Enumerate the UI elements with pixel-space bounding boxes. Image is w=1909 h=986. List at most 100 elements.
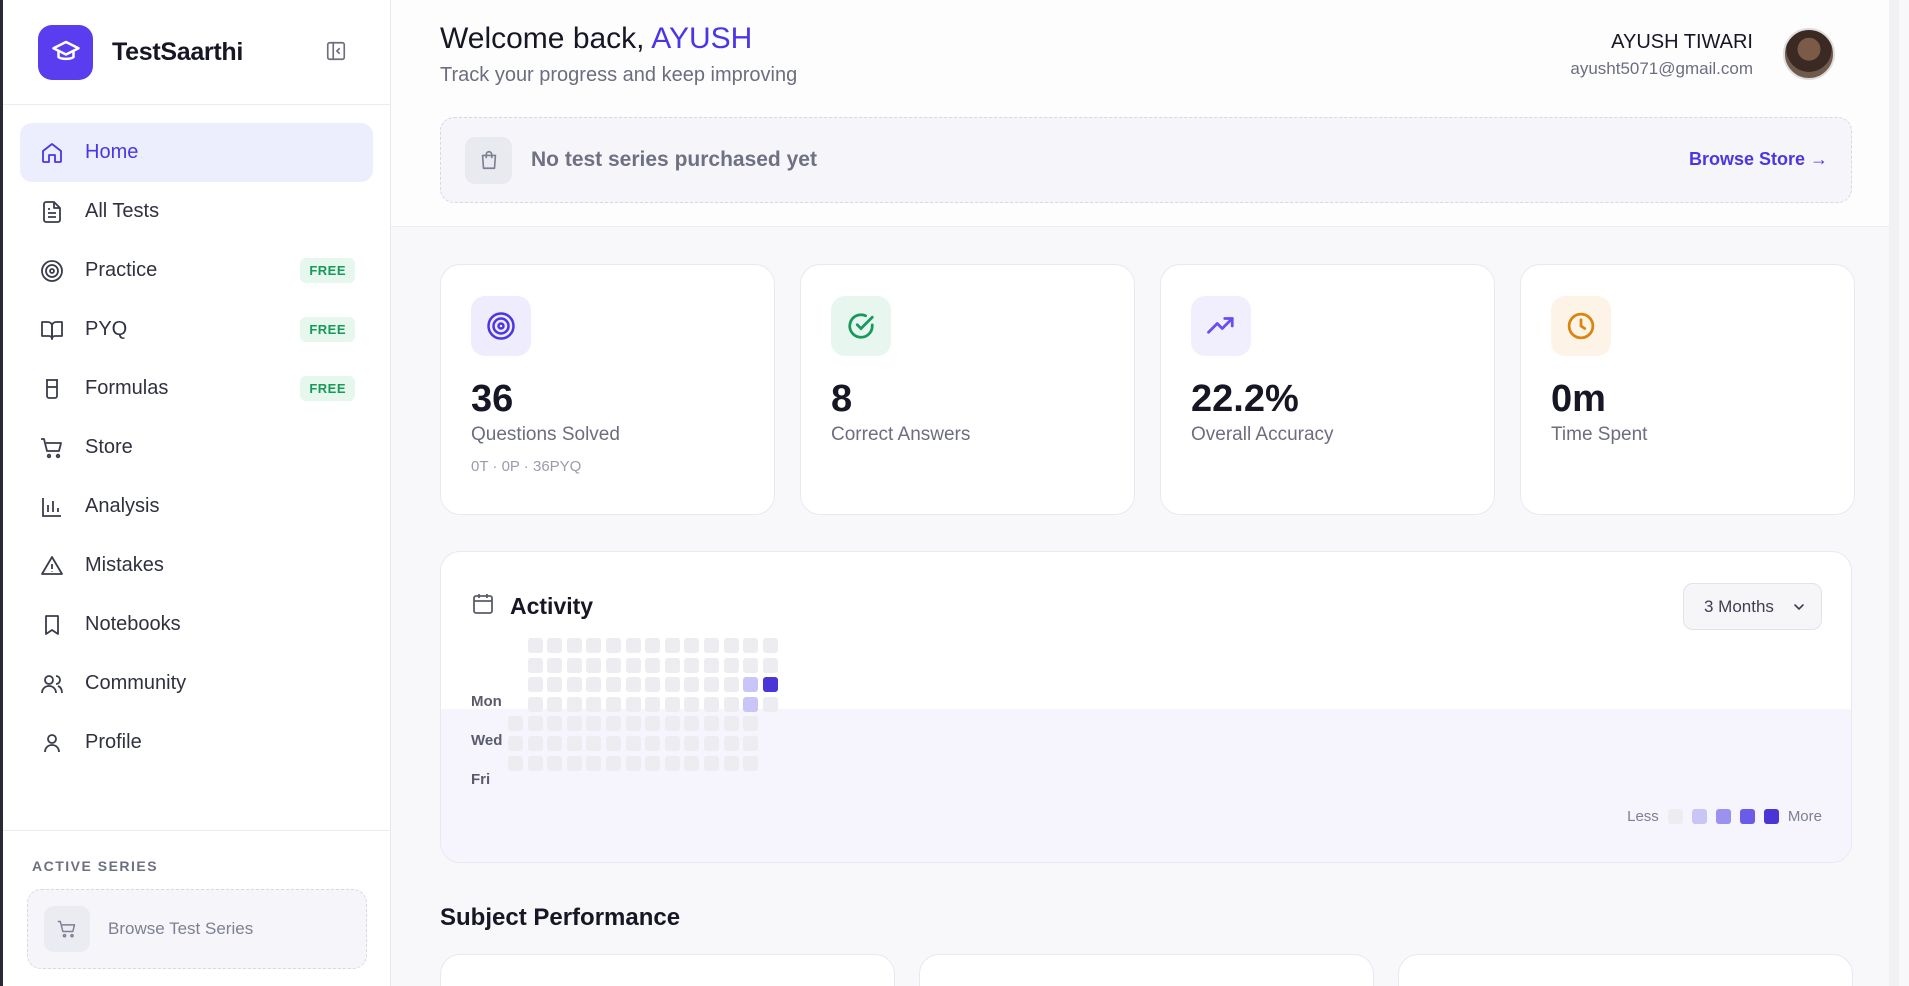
sidebar-item-store[interactable]: Store (20, 418, 373, 477)
heatmap-cell[interactable] (527, 677, 543, 693)
heatmap-cell[interactable] (743, 696, 759, 712)
scrollbar[interactable] (1889, 0, 1899, 986)
heatmap-cell[interactable] (508, 736, 523, 751)
heatmap-cell[interactable] (625, 696, 641, 712)
heatmap-cell[interactable] (527, 638, 543, 653)
sidebar-item-profile[interactable]: Profile (20, 713, 373, 772)
heatmap-cell[interactable] (566, 716, 582, 732)
heatmap-cell[interactable] (664, 736, 680, 751)
heatmap-cell[interactable] (625, 716, 641, 732)
heatmap-cell[interactable] (566, 657, 582, 673)
sidebar-item-all-tests[interactable]: All Tests (20, 182, 373, 241)
heatmap-cell[interactable] (684, 755, 700, 771)
heatmap-cell[interactable] (743, 677, 759, 693)
sidebar-item-formulas[interactable]: Formulas FREE (20, 359, 373, 418)
heatmap-cell[interactable] (645, 716, 661, 732)
heatmap-cell[interactable] (625, 657, 641, 673)
heatmap-cell[interactable] (684, 677, 700, 693)
heatmap-cell[interactable] (547, 677, 563, 693)
browse-test-series-button[interactable]: Browse Test Series (27, 889, 367, 969)
heatmap-cell[interactable] (606, 677, 621, 693)
heatmap-cell[interactable] (586, 677, 602, 693)
heatmap-cell[interactable] (704, 696, 719, 712)
heatmap-cell[interactable] (704, 716, 719, 732)
heatmap-cell[interactable] (606, 696, 621, 712)
heatmap-cell[interactable] (625, 677, 641, 693)
heatmap-cell[interactable] (527, 657, 543, 673)
heatmap-cell[interactable] (547, 755, 563, 771)
heatmap-cell[interactable] (684, 736, 700, 751)
heatmap-cell[interactable] (762, 677, 778, 693)
sidebar-item-pyq[interactable]: PYQ FREE (20, 300, 373, 359)
heatmap-cell[interactable] (566, 677, 582, 693)
heatmap-cell[interactable] (606, 716, 621, 732)
heatmap-cell[interactable] (586, 736, 602, 751)
heatmap-cell[interactable] (762, 696, 778, 712)
heatmap-cell[interactable] (762, 638, 778, 653)
heatmap-cell[interactable] (527, 736, 543, 751)
heatmap-cell[interactable] (645, 638, 661, 653)
heatmap-cell[interactable] (606, 755, 621, 771)
heatmap-cell[interactable] (508, 755, 523, 771)
heatmap-cell[interactable] (704, 755, 719, 771)
heatmap-cell[interactable] (566, 638, 582, 653)
heatmap-cell[interactable] (586, 638, 602, 653)
browse-store-link[interactable]: Browse Store → (1688, 149, 1828, 169)
heatmap-cell[interactable] (645, 755, 661, 771)
heatmap-cell[interactable] (743, 755, 759, 771)
heatmap-cell[interactable] (762, 657, 778, 673)
heatmap-cell[interactable] (684, 696, 700, 712)
sidebar-item-community[interactable]: Community (20, 654, 373, 713)
heatmap-cell[interactable] (664, 677, 680, 693)
heatmap-cell[interactable] (723, 736, 739, 751)
heatmap-cell[interactable] (508, 716, 523, 732)
heatmap-cell[interactable] (723, 677, 739, 693)
heatmap-cell[interactable] (606, 736, 621, 751)
heatmap-cell[interactable] (606, 657, 621, 673)
heatmap-cell[interactable] (527, 696, 543, 712)
sidebar-item-notebooks[interactable]: Notebooks (20, 595, 373, 654)
heatmap-cell[interactable] (704, 638, 719, 653)
heatmap-cell[interactable] (743, 736, 759, 751)
heatmap-cell[interactable] (723, 696, 739, 712)
sidebar-item-practice[interactable]: Practice FREE (20, 241, 373, 300)
heatmap-cell[interactable] (645, 696, 661, 712)
avatar[interactable] (1783, 28, 1835, 80)
graduation-cap-icon[interactable] (38, 24, 93, 80)
heatmap-cell[interactable] (723, 755, 739, 771)
heatmap-cell[interactable] (527, 755, 543, 771)
sidebar-item-home[interactable]: Home (20, 123, 373, 182)
sidebar-item-analysis[interactable]: Analysis (20, 477, 373, 536)
heatmap-cell[interactable] (704, 736, 719, 751)
heatmap-cell[interactable] (645, 677, 661, 693)
heatmap-cell[interactable] (723, 716, 739, 732)
heatmap-cell[interactable] (664, 696, 680, 712)
heatmap-cell[interactable] (723, 657, 739, 673)
heatmap-cell[interactable] (743, 657, 759, 673)
collapse-sidebar-icon[interactable] (321, 36, 351, 66)
heatmap-cell[interactable] (664, 755, 680, 771)
heatmap-cell[interactable] (743, 716, 759, 732)
heatmap-cell[interactable] (566, 755, 582, 771)
heatmap-cell[interactable] (664, 716, 680, 732)
activity-range-select[interactable]: 3 Months (1683, 583, 1822, 630)
heatmap-cell[interactable] (625, 755, 641, 771)
heatmap-cell[interactable] (684, 638, 700, 653)
heatmap-cell[interactable] (743, 638, 759, 653)
heatmap-cell[interactable] (547, 716, 563, 732)
heatmap-cell[interactable] (625, 736, 641, 751)
heatmap-cell[interactable] (664, 657, 680, 673)
heatmap-cell[interactable] (566, 736, 582, 751)
heatmap-cell[interactable] (547, 736, 563, 751)
heatmap-cell[interactable] (645, 736, 661, 751)
heatmap-cell[interactable] (645, 657, 661, 673)
heatmap-cell[interactable] (566, 696, 582, 712)
heatmap-cell[interactable] (586, 657, 602, 673)
heatmap-cell[interactable] (527, 716, 543, 732)
heatmap-cell[interactable] (606, 638, 621, 653)
heatmap-cell[interactable] (586, 716, 602, 732)
heatmap-cell[interactable] (547, 696, 563, 712)
sidebar-item-mistakes[interactable]: Mistakes (20, 536, 373, 595)
heatmap-cell[interactable] (723, 638, 739, 653)
heatmap-cell[interactable] (704, 677, 719, 693)
